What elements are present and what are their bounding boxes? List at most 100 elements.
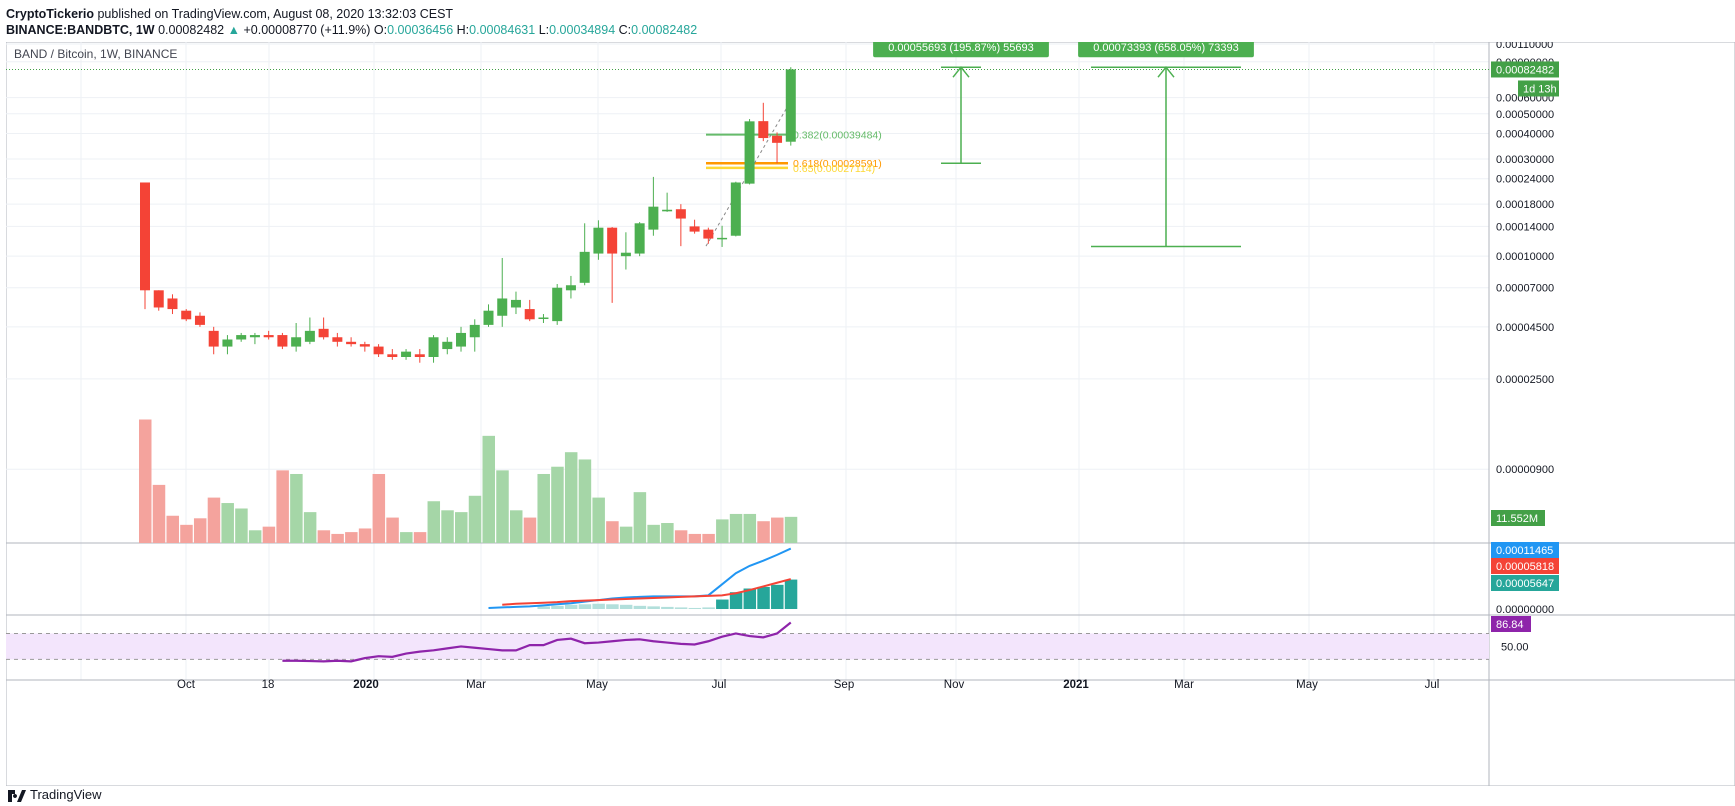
candle-body [359,344,370,347]
macd-histogram-bar [702,607,715,609]
price-axis-label: 0.00007000 [1496,283,1554,295]
macd-axis-label-box [1491,542,1559,558]
candle-body [332,337,343,342]
candle-body [373,346,384,355]
chart-frame[interactable]: BAND / Bitcoin, 1W, BINANCE 0.382(0.00039… [5,37,1735,787]
candle-body [689,226,700,232]
macd-axis-label-box [1491,575,1559,591]
macd-histogram-bar [757,586,770,609]
price-axis-label: 0.00010000 [1496,251,1554,263]
volume-bar [619,526,633,543]
volume-bar [702,533,715,543]
footer-brand[interactable]: TradingView [30,787,102,802]
candle-body [277,335,288,347]
volume-bar [551,466,564,543]
volume-bar [413,532,427,543]
chart-header: CryptoTickerio published on TradingView.… [6,6,697,38]
candle-body [497,298,508,316]
volume-bar [345,532,358,543]
close-label: C: [618,23,632,37]
candle-body [346,341,357,345]
candle-body [510,299,521,308]
signal-line [502,578,792,606]
volume-bar [221,503,234,543]
volume-bar [784,516,798,543]
candle-body [662,209,673,212]
low-label: L: [538,23,550,37]
volume-bar [358,528,372,543]
candle-body [387,354,398,358]
macd-histogram-bar [674,607,688,609]
volume-bar [716,519,729,543]
macd-histogram-bar [647,606,660,609]
rsi-value-tag-box [1491,616,1531,632]
candle-body [291,337,302,347]
volume-bar [276,470,289,543]
volume-bar [248,530,262,543]
price-axis-label: 0.00110000 [1496,42,1553,51]
time-axis-label: Jul [1425,679,1440,691]
macd-histogram-bar [578,604,592,609]
candle-body [579,251,590,283]
price-chart[interactable]: BAND / Bitcoin, 1W, BINANCE 0.382(0.00039… [5,37,1735,787]
high-value: 0.00084631 [469,23,536,37]
candle-body [703,229,714,239]
candle-body [620,252,631,257]
time-axis-label: Oct [177,679,196,691]
low-value: 0.00034894 [549,23,616,37]
volume-bar [262,526,276,543]
macd-axis-label: 0.00005818 [1496,561,1554,573]
volume-bar [303,512,317,543]
rsi-band [6,633,1489,660]
volume-bar [207,497,221,543]
volume-bar [578,459,592,543]
fib-level-label: 0.65(0.00027114) [793,163,875,175]
price-axis-label: 0.00000900 [1496,464,1554,476]
candle-body [758,121,769,139]
volume-bar [193,518,207,543]
open-value: 0.00036456 [387,23,454,37]
candle-body [249,335,260,338]
candle-body [648,206,659,230]
volume-tag: 11.552M [1496,513,1538,525]
time-axis-label: 2021 [1063,679,1089,691]
countdown-tag-box [1518,80,1559,97]
volume-bar [180,524,193,543]
candle-body [442,341,453,350]
macd-histogram-bar [551,605,564,609]
macd-histogram-bar [564,604,578,609]
candle-body [140,182,150,291]
candle-body [772,135,783,143]
chart-legend-title: BAND / Bitcoin, 1W, BINANCE [14,47,177,61]
time-axis-label: Jul [712,679,727,691]
macd-histogram-bar [688,607,702,609]
last-price-tag-box [1491,61,1559,78]
open-label: O: [373,23,388,37]
macd-histogram-bar [633,605,647,609]
volume-bar [152,484,166,543]
volume-tag-box [1491,510,1545,526]
candle-body [675,209,686,219]
volume-bar [235,508,248,543]
measure-tool-2-label: 0.00073393 (658.05%) 73393 [1093,42,1239,54]
publisher-name[interactable]: CryptoTickerio [6,7,94,21]
rsi-axis-label: 50.00 [1501,641,1529,653]
candle-body [717,237,728,240]
volume-bar [523,517,537,543]
time-axis-label: 18 [262,679,275,691]
time-axis-label: Nov [944,679,965,691]
macd-histogram-bar [592,603,605,609]
macd-axis-label: 0.00000000 [1496,604,1554,616]
candle-body [304,330,315,342]
high-label: H: [456,23,470,37]
up-triangle-icon: ▲ [227,23,240,37]
last-price-text: 0.00082482 [158,23,225,37]
rsi-line [282,621,792,663]
macd-histogram-bar [729,592,743,609]
price-axis-label: 0.00014000 [1496,221,1554,233]
time-axis-label: May [586,679,608,691]
price-axis-label: 0.00050000 [1496,109,1554,121]
candle-body [236,335,247,340]
volume-bar [688,533,702,543]
volume-bar [729,513,743,543]
